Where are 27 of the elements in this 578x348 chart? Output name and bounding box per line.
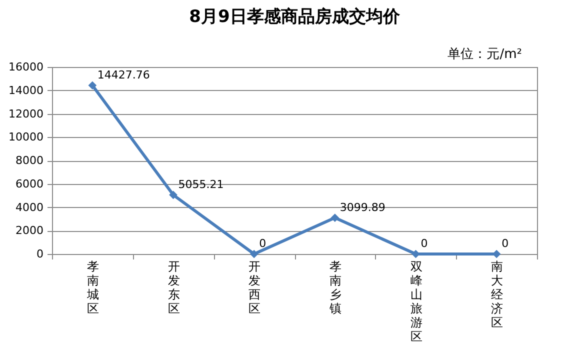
y-tick-label: 4000 [16, 200, 44, 214]
x-tick-label: 双峰山旅游区 [410, 260, 422, 344]
y-tick-label: 10000 [8, 130, 44, 144]
y-tick-label: 0 [36, 248, 44, 260]
x-tick-label: 南大经济区 [491, 260, 504, 330]
y-tick-label: 16000 [8, 60, 44, 74]
y-tick-label: 12000 [8, 107, 44, 120]
x-tick-label: 开发西区 [248, 260, 261, 316]
point [250, 250, 258, 258]
chart-title: 8月9日孝感商品房成交均价 [189, 7, 401, 27]
point [169, 190, 178, 200]
x-tick-label: 孝南城区 [86, 260, 99, 316]
data-label: 14427.76 [97, 68, 150, 82]
x-tick-label: 开发东区 [168, 260, 180, 316]
text: 单位：元/m² [448, 47, 522, 62]
y-tick-label: 8000 [16, 154, 44, 167]
data-label: 0 [502, 237, 509, 250]
y-tick-label: 14000 [8, 84, 44, 97]
data-label: 0 [420, 237, 428, 250]
data-label: 3099.89 [340, 200, 386, 214]
x-tick-label: 孝南乡镇 [328, 260, 342, 316]
point [330, 214, 340, 222]
data-label: 0 [259, 237, 266, 250]
y-tick-label: 6000 [16, 177, 44, 190]
point [88, 81, 97, 90]
data-label: 5055.21 [178, 178, 224, 191]
y-tick-label: 2000 [16, 224, 44, 238]
